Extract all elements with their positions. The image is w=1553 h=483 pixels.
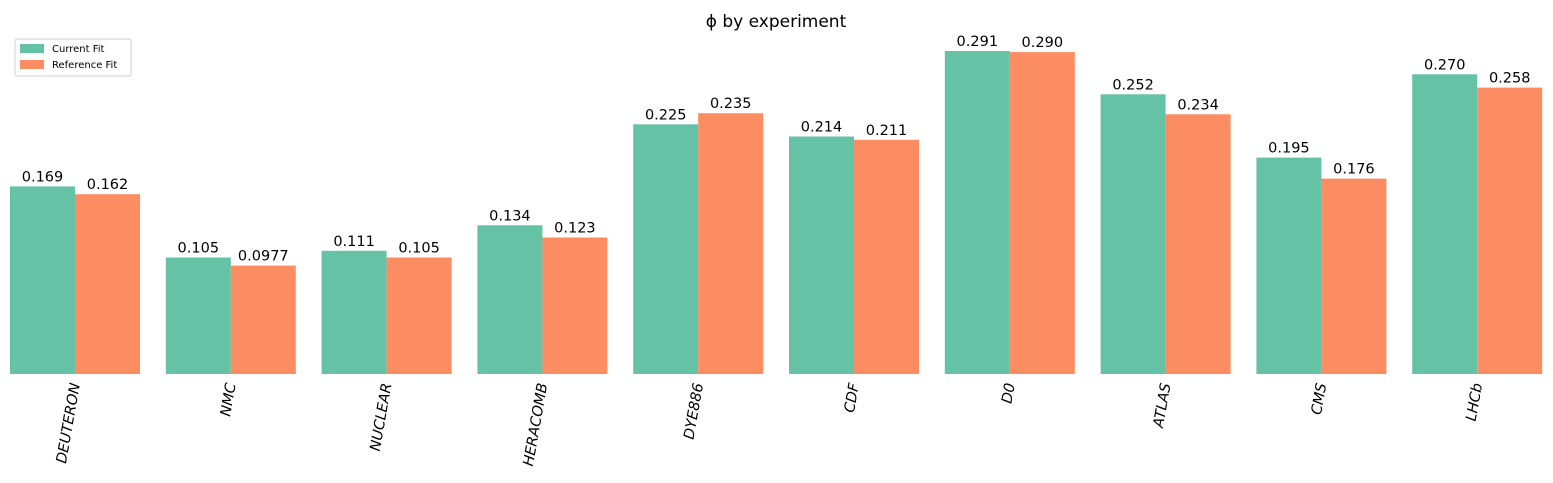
x-tick-label-nuclear: NUCLEAR: [368, 382, 396, 453]
value-label-current-fit-nmc: 0.105: [178, 241, 220, 257]
bar-reference-fit-cms: [1321, 178, 1387, 374]
x-tick-label-deuteron: DEUTERON: [54, 382, 84, 465]
value-label-current-fit-cdf: 0.214: [801, 120, 843, 136]
bar-current-fit-cms: [1256, 157, 1322, 374]
x-tick-labels-group: DEUTERON NMC NUCLEAR HERACOMB DYE886 CDF D0 ATL…: [54, 381, 1486, 467]
value-labels-group: 0.169 0.162 0.105 0.0977 0.111 0.105 0.134 0.12…: [22, 34, 1531, 265]
value-label-reference-fit-cms: 0.176: [1333, 162, 1375, 178]
value-label-reference-fit-cdf: 0.211: [866, 123, 908, 139]
x-tick-label-cdf: CDF: [842, 381, 863, 414]
value-label-reference-fit-dye886: 0.235: [710, 96, 752, 112]
bar-reference-fit-cdf: [854, 139, 919, 374]
bar-reference-fit-deuteron: [75, 194, 140, 374]
value-label-current-fit-nuclear: 0.111: [333, 234, 375, 250]
x-tick-label-lhcb: LHCb: [1464, 382, 1486, 423]
value-label-reference-fit-atlas: 0.234: [1177, 97, 1219, 113]
value-label-reference-fit-lhcb: 0.258: [1489, 71, 1531, 87]
bar-reference-fit-dye886: [698, 113, 764, 374]
legend-swatch-reference-fit: [20, 60, 44, 69]
chart-title: ϕ by experiment: [706, 12, 847, 32]
x-tick-label-d0: D0: [999, 382, 1018, 405]
value-label-current-fit-deuteron: 0.169: [22, 169, 64, 185]
value-label-current-fit-cms: 0.195: [1268, 141, 1310, 157]
value-label-reference-fit-nuclear: 0.105: [398, 241, 440, 257]
bar-reference-fit-nmc: [230, 265, 296, 374]
bar-reference-fit-atlas: [1165, 114, 1231, 375]
bar-current-fit-nuclear: [321, 250, 387, 374]
value-label-reference-fit-heracomb: 0.123: [554, 221, 596, 237]
bar-reference-fit-lhcb: [1477, 87, 1543, 374]
legend-label-current-fit: Current Fit: [52, 44, 105, 55]
bar-reference-fit-d0: [1009, 52, 1075, 374]
value-label-current-fit-atlas: 0.252: [1112, 77, 1154, 93]
x-tick-label-heracomb: HERACOMB: [521, 382, 551, 468]
bar-current-fit-cdf: [789, 136, 854, 374]
bar-reference-fit-heracomb: [542, 237, 608, 374]
value-label-reference-fit-nmc: 0.0977: [238, 249, 289, 265]
value-label-current-fit-heracomb: 0.134: [489, 208, 531, 224]
value-label-current-fit-dye886: 0.225: [645, 107, 687, 123]
bar-current-fit-nmc: [165, 257, 231, 374]
bar-current-fit-d0: [944, 51, 1010, 374]
bars-group: [10, 51, 1543, 375]
x-tick-label-dye886: DYE886: [682, 382, 708, 441]
bar-current-fit-heracomb: [477, 225, 543, 374]
bar-current-fit-dye886: [633, 124, 699, 374]
value-label-reference-fit-d0: 0.290: [1022, 35, 1064, 51]
bar-reference-fit-nuclear: [386, 257, 452, 374]
bar-current-fit-deuteron: [10, 186, 75, 374]
x-tick-label-nmc: NMC: [218, 381, 240, 418]
value-label-reference-fit-deuteron: 0.162: [87, 177, 129, 193]
value-label-current-fit-d0: 0.291: [957, 34, 999, 50]
value-label-current-fit-lhcb: 0.270: [1424, 57, 1466, 73]
x-tick-label-atlas: ATLAS: [1151, 382, 1175, 430]
x-tick-label-cms: CMS: [1309, 382, 1330, 416]
bar-current-fit-atlas: [1100, 94, 1166, 375]
legend-swatch-current-fit: [20, 44, 44, 53]
legend-label-reference-fit: Reference Fit: [52, 60, 117, 71]
legend: Current Fit Reference Fit: [14, 38, 132, 77]
bar-current-fit-lhcb: [1412, 74, 1478, 375]
